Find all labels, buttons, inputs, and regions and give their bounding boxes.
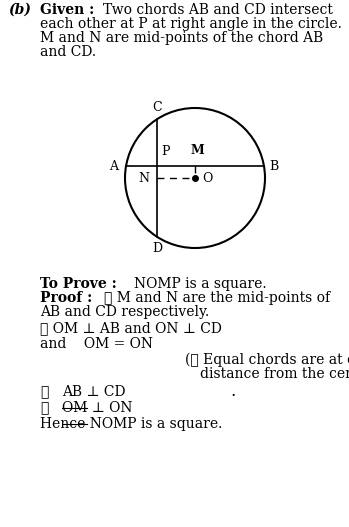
Text: and CD.: and CD. — [40, 45, 96, 59]
Text: M: M — [190, 144, 204, 157]
Text: ∴ OM ⊥ AB and ON ⊥ CD: ∴ OM ⊥ AB and ON ⊥ CD — [40, 321, 222, 335]
Text: To Prove :: To Prove : — [40, 277, 117, 291]
Text: .: . — [230, 383, 235, 400]
Text: NOMP is a square.: NOMP is a square. — [134, 277, 267, 291]
Text: A: A — [109, 160, 118, 172]
Text: (b): (b) — [8, 3, 31, 17]
Text: P: P — [161, 145, 170, 158]
Text: distance from the centre): distance from the centre) — [200, 367, 349, 381]
Text: each other at P at right angle in the circle.: each other at P at right angle in the ci… — [40, 17, 342, 31]
Text: Proof :: Proof : — [40, 291, 92, 305]
Text: (∴ Equal chords are at equal: (∴ Equal chords are at equal — [185, 353, 349, 367]
Text: ∴: ∴ — [40, 401, 49, 415]
Text: O: O — [202, 171, 213, 184]
Text: ∴: ∴ — [40, 385, 49, 399]
Text: Two chords AB and CD intersect: Two chords AB and CD intersect — [103, 3, 333, 17]
Text: D: D — [152, 242, 162, 255]
Text: M and N are mid-points of the chord AB: M and N are mid-points of the chord AB — [40, 31, 323, 45]
Text: AB and CD respectively.: AB and CD respectively. — [40, 305, 209, 319]
Text: OM ⊥ ON: OM ⊥ ON — [62, 401, 133, 415]
Text: Hence NOMP is a square.: Hence NOMP is a square. — [40, 417, 222, 431]
Text: and    OM = ON: and OM = ON — [40, 337, 153, 351]
Text: Given :: Given : — [40, 3, 94, 17]
Text: AB ⊥ CD: AB ⊥ CD — [62, 385, 126, 399]
Text: N: N — [138, 171, 149, 184]
Text: B: B — [269, 160, 278, 172]
Text: ∴ M and N are the mid-points of: ∴ M and N are the mid-points of — [104, 291, 330, 305]
Text: C: C — [152, 101, 162, 114]
